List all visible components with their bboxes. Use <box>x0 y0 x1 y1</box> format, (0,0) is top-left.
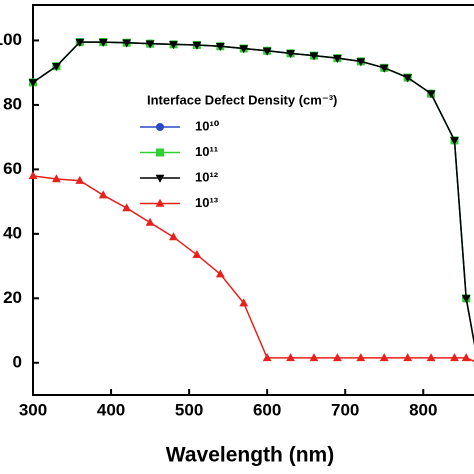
marker <box>98 190 108 199</box>
legend-title: Interface Defect Density (cm⁻³) <box>147 92 337 107</box>
marker <box>403 353 413 362</box>
marker <box>286 353 295 362</box>
x-tick-label: 500 <box>175 400 203 419</box>
marker <box>309 353 319 362</box>
x-tick-label: 800 <box>409 400 437 419</box>
legend-label: 10¹¹ <box>195 144 218 159</box>
y-tick-label: 100 <box>0 30 22 49</box>
y-tick-label: 20 <box>3 288 22 307</box>
legend-label: 10¹⁰ <box>195 118 220 133</box>
marker <box>192 249 202 258</box>
marker <box>426 353 436 362</box>
marker <box>309 52 319 61</box>
x-tick-label: 600 <box>253 400 281 419</box>
x-axis-label: Wavelength (nm) <box>166 444 334 467</box>
marker <box>262 353 272 362</box>
legend-marker <box>156 148 164 157</box>
marker <box>461 353 471 362</box>
marker <box>145 40 155 49</box>
y-tick-label: 40 <box>3 223 22 242</box>
legend-marker <box>155 198 165 207</box>
marker <box>215 269 225 278</box>
marker <box>215 43 225 52</box>
marker <box>122 203 132 212</box>
x-tick-label: 700 <box>331 400 359 419</box>
marker <box>403 74 413 83</box>
marker <box>426 90 436 99</box>
y-tick-label: 60 <box>3 159 22 178</box>
marker <box>239 45 249 54</box>
y-tick-label: 80 <box>3 94 22 113</box>
marker <box>333 54 342 63</box>
marker <box>262 47 272 56</box>
marker <box>169 232 178 241</box>
series-line <box>32 175 474 362</box>
legend-label: 10¹³ <box>195 195 219 210</box>
marker <box>356 353 366 362</box>
marker <box>28 171 38 180</box>
marker <box>52 174 61 183</box>
legend-marker <box>156 123 164 131</box>
x-tick-label: 400 <box>97 400 125 419</box>
marker <box>169 41 178 50</box>
series-line <box>32 41 474 346</box>
marker <box>450 137 459 146</box>
y-tick-label: 0 <box>13 352 22 371</box>
marker <box>52 63 61 72</box>
marker <box>450 353 459 362</box>
marker <box>98 38 108 47</box>
legend-marker <box>155 174 165 183</box>
x-tick-label: 300 <box>19 400 47 419</box>
plot-frame <box>32 4 474 396</box>
marker <box>122 39 132 48</box>
marker <box>145 217 155 226</box>
marker <box>356 58 366 67</box>
legend-label: 10¹² <box>195 169 219 184</box>
series-line <box>32 41 474 346</box>
marker <box>192 41 202 50</box>
marker <box>75 38 85 47</box>
marker <box>379 353 389 362</box>
marker <box>239 298 249 307</box>
marker <box>461 295 471 304</box>
marker <box>379 64 389 73</box>
marker <box>333 353 342 362</box>
marker <box>28 79 38 88</box>
marker <box>75 175 85 184</box>
series-line <box>32 41 474 346</box>
marker <box>286 50 295 59</box>
